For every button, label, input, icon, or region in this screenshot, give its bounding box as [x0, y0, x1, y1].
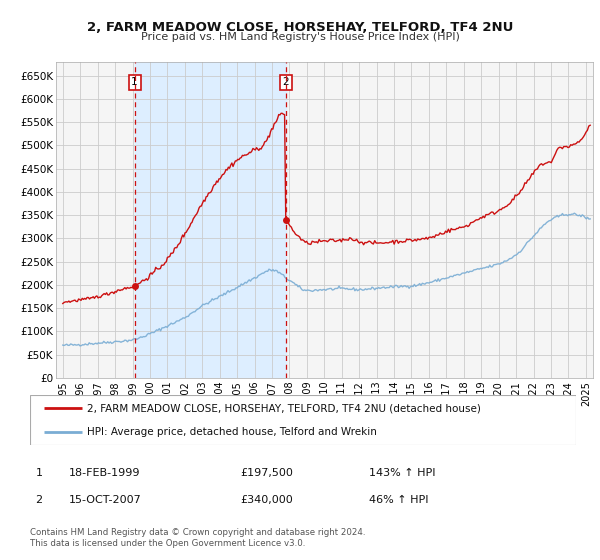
- Text: £340,000: £340,000: [240, 494, 293, 505]
- Text: 2: 2: [283, 77, 289, 87]
- Text: This data is licensed under the Open Government Licence v3.0.: This data is licensed under the Open Gov…: [30, 539, 305, 548]
- Text: Price paid vs. HM Land Registry's House Price Index (HPI): Price paid vs. HM Land Registry's House …: [140, 32, 460, 43]
- Text: 143% ↑ HPI: 143% ↑ HPI: [369, 468, 436, 478]
- Bar: [134, 62, 286, 378]
- Text: 2: 2: [35, 494, 43, 505]
- Text: 46% ↑ HPI: 46% ↑ HPI: [369, 494, 428, 505]
- Text: 18-FEB-1999: 18-FEB-1999: [69, 468, 140, 478]
- Text: HPI: Average price, detached house, Telford and Wrekin: HPI: Average price, detached house, Telf…: [88, 427, 377, 437]
- Text: 15-OCT-2007: 15-OCT-2007: [69, 494, 142, 505]
- Text: 1: 1: [35, 468, 43, 478]
- Text: Contains HM Land Registry data © Crown copyright and database right 2024.: Contains HM Land Registry data © Crown c…: [30, 528, 365, 536]
- Text: 1: 1: [131, 77, 138, 87]
- Text: 2, FARM MEADOW CLOSE, HORSEHAY, TELFORD, TF4 2NU: 2, FARM MEADOW CLOSE, HORSEHAY, TELFORD,…: [87, 21, 513, 34]
- Text: £197,500: £197,500: [240, 468, 293, 478]
- Text: 2, FARM MEADOW CLOSE, HORSEHAY, TELFORD, TF4 2NU (detached house): 2, FARM MEADOW CLOSE, HORSEHAY, TELFORD,…: [88, 403, 481, 413]
